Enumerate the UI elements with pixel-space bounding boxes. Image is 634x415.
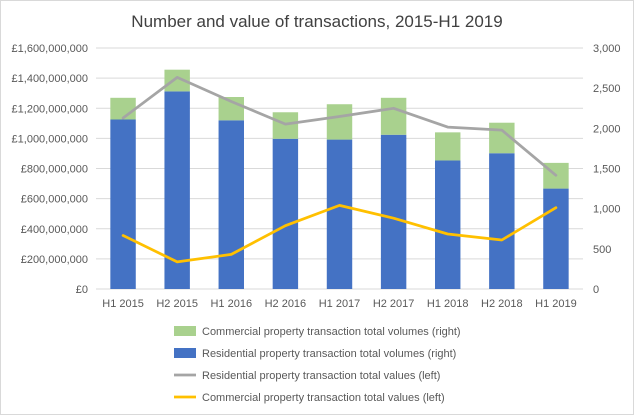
residential-volume-bar <box>218 120 244 289</box>
line-series-group <box>121 76 558 264</box>
residential-value-line <box>121 76 558 177</box>
left-tick-label: £1,200,000,000 <box>12 103 88 115</box>
commercial-value-line <box>121 204 558 264</box>
legend-label: Commercial property transaction total va… <box>202 392 445 404</box>
left-axis: £0 £200,000,000 £400,000,000 £600,000,000 £8… <box>12 43 88 296</box>
left-tick-label: £400,000,000 <box>21 224 88 236</box>
x-tick-label: H1 2015 <box>102 298 144 310</box>
right-tick-label: 2,500 <box>593 83 621 95</box>
commercial-volume-bar <box>272 112 299 139</box>
legend-swatch <box>174 326 196 336</box>
left-tick-label: £1,400,000,000 <box>12 73 88 85</box>
right-tick-label: 500 <box>593 244 611 256</box>
chart-title: Number and value of transactions, 2015-H… <box>131 12 502 31</box>
right-tick-label: 1,500 <box>593 164 621 176</box>
right-axis: 0 500 1,000 1,500 2,000 2,500 3,000 <box>593 43 621 296</box>
right-tick-label: 1,000 <box>593 204 621 216</box>
commercial-volume-bar <box>110 97 136 120</box>
commercial-volume-bar <box>380 97 407 135</box>
residential-volume-bar <box>543 188 569 289</box>
bar-series-group <box>110 69 569 289</box>
residential-volume-bar <box>272 138 299 289</box>
x-tick-label: H2 2018 <box>481 298 523 310</box>
commercial-volume-bar <box>164 69 190 92</box>
right-tick-label: 3,000 <box>593 43 621 55</box>
residential-volume-bar <box>326 139 353 289</box>
x-tick-label: H1 2019 <box>535 298 577 310</box>
x-tick-label: H1 2018 <box>427 298 469 310</box>
residential-volume-bar <box>380 134 407 289</box>
x-tick-label: H1 2016 <box>210 298 252 310</box>
x-tick-label: H2 2015 <box>156 298 198 310</box>
x-tick-label: H2 2016 <box>265 298 307 310</box>
left-tick-label: £200,000,000 <box>21 254 88 266</box>
left-tick-label: £800,000,000 <box>21 164 88 176</box>
x-tick-label: H1 2017 <box>319 298 361 310</box>
right-tick-label: 0 <box>593 284 599 296</box>
x-tick-label: H2 2017 <box>373 298 415 310</box>
left-tick-label: £600,000,000 <box>21 194 88 206</box>
legend-label: Commercial property transaction total vo… <box>202 326 461 338</box>
x-axis: H1 2015 H2 2015 H1 2016 H2 2016 H1 2017 H2 20… <box>102 298 576 310</box>
left-tick-label: £1,000,000,000 <box>12 133 88 145</box>
right-tick-label: 2,000 <box>593 123 621 135</box>
residential-volume-bar <box>164 91 190 289</box>
legend-swatch <box>174 348 196 358</box>
left-tick-label: £0 <box>76 284 88 296</box>
commercial-volume-bar <box>326 104 353 140</box>
residential-volume-bar <box>110 119 136 289</box>
legend: Commercial property transaction total vo… <box>174 326 461 404</box>
commercial-volume-bar <box>435 132 461 161</box>
left-tick-label: £1,600,000,000 <box>12 43 88 55</box>
residential-volume-bar <box>489 153 515 289</box>
legend-label: Residential property transaction total v… <box>202 348 456 360</box>
residential-volume-bar <box>435 160 461 289</box>
legend-label: Residential property transaction total v… <box>202 370 440 382</box>
